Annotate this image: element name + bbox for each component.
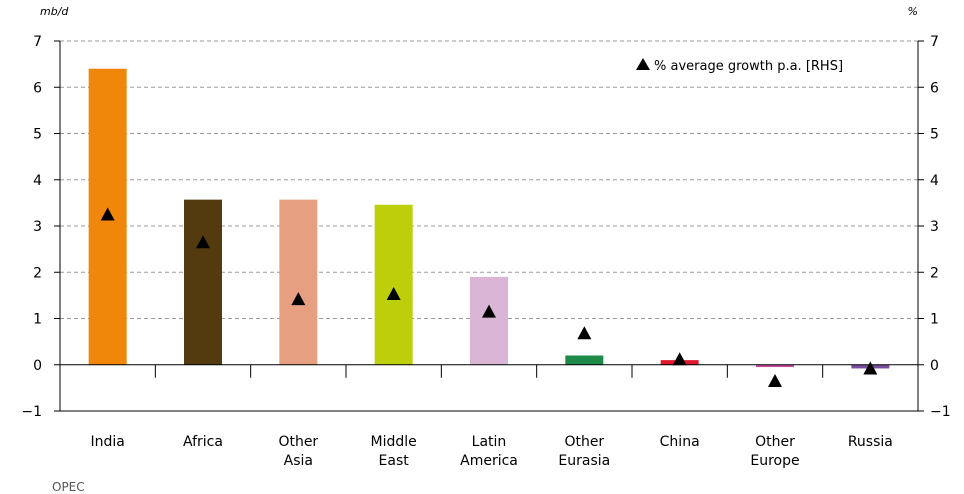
bar [279,199,318,365]
growth-marker [577,326,592,340]
category-label: Russia [848,434,893,450]
right-tick-label: 2 [930,265,939,281]
right-tick-label: 0 [930,358,939,374]
category-label: East [379,453,410,469]
left-tick-label: 2 [33,265,42,281]
growth-marker [863,361,878,375]
bars [88,68,890,369]
right-axis-unit: % [908,5,918,18]
right-tick-label: −1 [930,404,951,420]
right-tick-label: 1 [930,312,939,328]
left-tick-label: 4 [33,173,42,189]
legend: % average growth p.a. [RHS] [636,58,843,74]
legend-triangle-icon [636,58,650,70]
right-tick-label: 3 [930,219,939,235]
growth-marker [672,352,687,366]
category-label: Latin [472,434,507,450]
growth-marker [482,304,496,318]
bar [470,276,508,365]
left-tick-label: 3 [33,219,42,235]
category-label: Other [564,434,604,450]
growth-marker [100,207,115,221]
category-label: Africa [183,434,223,450]
growth-marker [768,373,782,387]
right-tick-label: 7 [930,34,939,50]
category-label: Middle [371,434,417,450]
bar [184,199,222,365]
category-label: Other [278,434,318,450]
growth-marker [196,235,210,249]
left-tick-label: −1 [21,404,42,420]
bar [374,204,413,365]
category-label: America [460,453,518,469]
category-label: China [660,434,700,450]
right-tick-label: 6 [930,80,939,96]
axes: −1 −1 0 0 1 1 2 2 3 3 4 4 5 5 6 6 7 7 [21,34,950,420]
category-label: India [90,434,124,450]
left-tick-label: 7 [33,34,42,50]
bar [756,364,794,368]
category-label: Eurasia [558,453,610,469]
category-label: Asia [284,453,313,469]
growth-markers [100,207,878,387]
growth-marker [386,286,401,300]
category-labels: India Africa Other Asia Middle East Latin Ameri… [90,434,892,469]
right-tick-label: 4 [930,173,939,189]
legend-label: % average growth p.a. [RHS] [654,59,843,74]
source-note: OPEC [52,480,85,494]
left-tick-label: 5 [33,127,42,143]
growth-marker [291,292,306,306]
left-tick-label: 0 [33,358,42,374]
right-tick-label: 5 [930,127,939,143]
left-axis-unit: mb/d [40,5,69,18]
category-label: Europe [750,453,799,469]
bar [565,355,604,365]
left-tick-label: 6 [33,80,42,96]
category-label: Other [755,434,795,450]
left-tick-label: 1 [33,312,42,328]
